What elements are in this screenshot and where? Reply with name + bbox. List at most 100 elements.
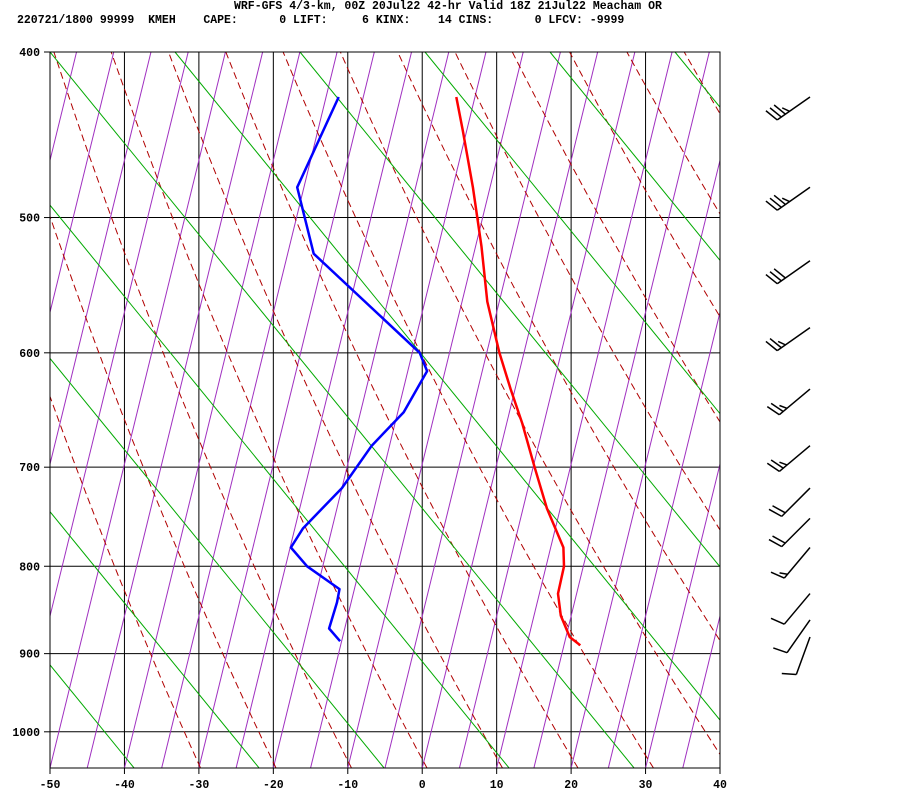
isotherm	[719, 765, 720, 768]
saturation-line	[50, 204, 510, 768]
x-tick-label: -20	[263, 779, 284, 792]
wind-barb	[768, 517, 811, 548]
wind-barb-flag	[773, 104, 786, 115]
dry-adiabat	[53, 52, 352, 768]
isotherm	[607, 310, 720, 768]
isotherm	[86, 52, 264, 768]
chart-subtitle-indices: 220721/1800 99999 KMEH CAPE: 0 LIFT: 6 K…	[17, 14, 625, 27]
temperature-profile	[455, 96, 582, 647]
wind-barb	[770, 593, 811, 625]
wind-barb-flag	[779, 572, 788, 576]
wind-barb-flag	[765, 200, 778, 211]
wind-barb-flag	[779, 404, 788, 410]
wind-barb-flag	[781, 672, 797, 676]
wind-barb-shaft	[786, 619, 811, 654]
wind-barb-shaft	[781, 487, 811, 517]
wind-barb	[770, 546, 811, 579]
isotherm	[50, 52, 115, 315]
dry-adiabat	[339, 52, 720, 756]
isotherm	[794, 52, 900, 768]
isotherm	[682, 613, 720, 768]
isotherm	[645, 462, 720, 768]
saturation-line	[50, 510, 260, 768]
y-tick-label: 600	[19, 348, 40, 361]
plot-area	[0, 52, 900, 800]
wind-barb-flag	[765, 273, 778, 285]
wind-barb-shaft	[776, 260, 811, 285]
wind-barb-flag	[781, 107, 790, 112]
x-tick-label: -50	[40, 779, 61, 792]
saturation-lines	[0, 52, 900, 800]
wind-barb	[765, 327, 811, 352]
isotherm	[869, 52, 900, 768]
wind-barb	[765, 96, 811, 121]
dry-adiabat	[50, 214, 277, 768]
dry-adiabat	[856, 52, 900, 768]
dry-adiabat	[50, 395, 201, 768]
saturation-line	[800, 52, 900, 800]
saturation-line	[0, 52, 45, 800]
wind-barb-flag	[773, 268, 786, 279]
wind-barb-flag	[779, 461, 788, 466]
dry-adiabat	[454, 52, 720, 531]
x-tick-label: 10	[490, 779, 504, 792]
dry-adiabat	[110, 52, 428, 768]
axis-ticks: -50 -40 -30 -20 -10 0 10 20 30 40 400 500 600 700 800 9…	[12, 47, 727, 792]
chart-title: WRF-GFS 4/3-km, 00Z 20Jul22 42-hr Valid …	[234, 0, 662, 13]
wind-barb-flag	[769, 271, 782, 282]
wind-barb-flag	[769, 107, 782, 118]
x-tick-label: 20	[564, 779, 578, 792]
isotherm	[533, 52, 710, 768]
wind-barbs	[765, 96, 811, 676]
x-tick-label: -30	[189, 779, 210, 792]
isotherm	[123, 52, 301, 768]
wind-barb-flag	[772, 505, 786, 514]
y-tick-label: 400	[19, 47, 40, 60]
isotherm	[272, 52, 450, 768]
wind-barb-shaft	[776, 327, 811, 352]
wind-barb-shaft	[795, 636, 811, 675]
wind-barb-flag	[773, 647, 788, 654]
isotherm	[50, 52, 189, 619]
saturation-line	[50, 357, 385, 768]
wind-barb-shaft	[776, 96, 811, 121]
wind-barb-flag	[777, 340, 786, 346]
dewpoint-profile	[289, 96, 429, 643]
isotherm	[50, 52, 152, 467]
wind-barb	[765, 260, 811, 285]
isotherm	[384, 52, 561, 768]
x-tick-label: 30	[639, 779, 653, 792]
dry-adiabat	[282, 52, 654, 768]
wind-barb	[768, 487, 811, 518]
isotherm	[458, 52, 636, 768]
wind-barb	[773, 619, 811, 654]
dry-adiabat	[569, 52, 720, 318]
y-tick-label: 800	[19, 561, 40, 574]
wind-barb-flag	[768, 538, 783, 548]
isotherm	[198, 52, 375, 768]
isotherm	[235, 52, 413, 768]
wind-barb-flag	[765, 340, 778, 352]
isotherm	[421, 52, 599, 768]
isotherm	[347, 52, 524, 768]
wind-barb	[766, 445, 811, 473]
x-tick-label: 40	[713, 779, 727, 792]
saturation-line	[424, 52, 720, 415]
wind-barb-shaft	[783, 593, 811, 625]
y-tick-label: 500	[19, 213, 40, 226]
isotherm	[496, 52, 673, 768]
wind-barb-flag	[781, 197, 790, 203]
dry-adiabats	[50, 52, 900, 768]
wind-barb-flag	[766, 405, 780, 416]
wind-barb	[766, 388, 811, 416]
dry-adiabat	[626, 52, 720, 215]
saturation-line	[549, 52, 720, 262]
x-tick-label: -40	[114, 779, 135, 792]
isotherms	[50, 52, 900, 768]
isotherm	[570, 158, 720, 768]
wind-barb-flag	[769, 197, 782, 208]
wind-barb-flag	[769, 337, 782, 349]
x-tick-label: 0	[419, 779, 426, 792]
profiles	[289, 96, 582, 647]
header: WRF-GFS 4/3-km, 00Z 20Jul22 42-hr Valid …	[0, 0, 900, 36]
